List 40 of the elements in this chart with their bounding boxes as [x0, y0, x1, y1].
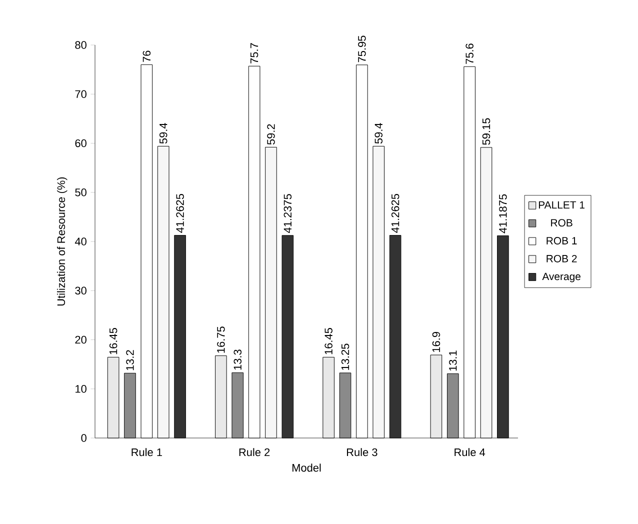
data-label: 75.95 — [358, 36, 366, 62]
data-label: 76 — [142, 50, 151, 62]
data-label: 41.1875 — [499, 194, 507, 234]
data-label: 41.2375 — [284, 194, 292, 233]
data-label: 13.1 — [449, 350, 457, 371]
data-label: 75.7 — [250, 43, 258, 64]
y-tick-label: 30 — [75, 286, 86, 295]
x-tick-label: Rule 2 — [239, 448, 270, 456]
data-label: 59.2 — [267, 124, 275, 145]
y-tick-label: 20 — [75, 336, 86, 344]
data-label: 59.4 — [374, 123, 382, 144]
data-label: 16.75 — [217, 326, 225, 353]
x-tick-label: Rule 1 — [132, 448, 162, 456]
y-tick-label: 0 — [81, 434, 86, 442]
legend-label: ROB 2 — [546, 254, 577, 262]
data-label: 16.45 — [109, 328, 118, 354]
data-label: 41.2625 — [176, 194, 184, 233]
legend-label: PALLET 1 — [538, 201, 584, 208]
data-label: 13.25 — [341, 344, 350, 370]
y-tick-label: 50 — [75, 188, 86, 196]
data-label: 13.3 — [234, 350, 242, 370]
y-tick-label: 60 — [75, 139, 86, 148]
data-label: 59.15 — [482, 118, 490, 145]
y-tick-label: 80 — [75, 41, 86, 49]
data-label: 41.2625 — [391, 194, 400, 233]
data-label: 75.6 — [466, 44, 474, 64]
y-axis-title: Utilization of Resource (%) — [56, 177, 68, 306]
y-tick-label: 70 — [75, 90, 86, 98]
x-tick-label: Rule 4 — [454, 448, 486, 456]
x-tick-label: Rule 3 — [347, 448, 378, 456]
data-label: 16.9 — [432, 332, 440, 352]
data-label: 16.45 — [324, 328, 332, 354]
legend-label: ROB 1 — [546, 237, 577, 244]
x-axis-title: Model — [292, 464, 321, 472]
legend-label: ROB — [551, 219, 572, 227]
y-tick-label: 40 — [74, 238, 86, 246]
data-label: 13.2 — [126, 350, 134, 370]
data-label: 59.4 — [159, 123, 168, 144]
legend-label: Average — [542, 272, 580, 282]
y-tick-label: 10 — [76, 385, 86, 393]
